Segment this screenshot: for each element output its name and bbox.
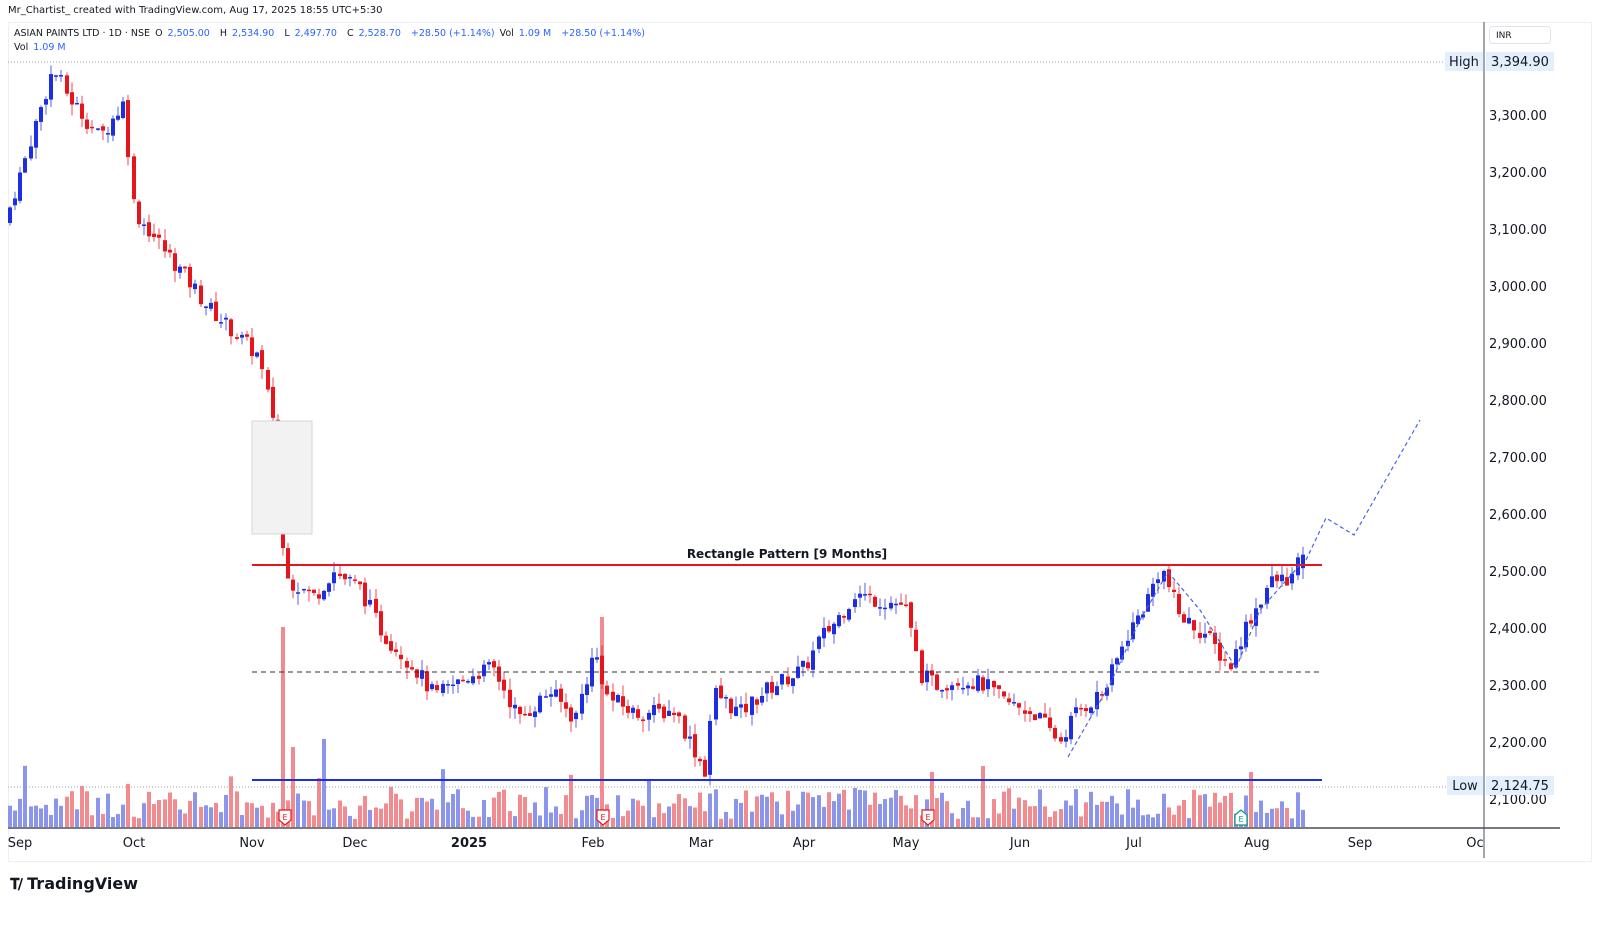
svg-text:2,200.00: 2,200.00 (1489, 736, 1547, 751)
svg-text:3,000.00: 3,000.00 (1489, 280, 1547, 295)
up-swing-projection (1067, 571, 1169, 758)
svg-text:2025: 2025 (451, 836, 487, 851)
high-label-legend: H (219, 28, 228, 39)
svg-text:May: May (893, 836, 920, 851)
vol-value: 1.09 M (518, 28, 552, 39)
svg-text:E: E (925, 813, 930, 822)
svg-text:2,900.00: 2,900.00 (1489, 337, 1547, 352)
svg-text:Apr: Apr (793, 836, 816, 851)
volume-indicator-value: 1.09 M (33, 42, 66, 53)
svg-text:E: E (282, 813, 287, 822)
low-value-badge (1486, 776, 1554, 795)
svg-text:Feb: Feb (581, 836, 604, 851)
change-value: +28.50 (+1.14%) (410, 28, 495, 39)
tradingview-logo-icon: 𝐓∕ (10, 874, 23, 893)
high-value-badge (1486, 52, 1554, 71)
candles (8, 65, 1305, 786)
svg-text:E: E (600, 813, 605, 822)
high-value: 3,394.90 (1491, 55, 1549, 70)
symbol-legend: ASIAN PAINTS LTD · 1D · NSE O 2,505.00 H 2,5… (14, 27, 650, 55)
svg-text:Jun: Jun (1009, 836, 1030, 851)
earnings-marker-nov[interactable]: E (278, 809, 292, 826)
svg-text:Nov: Nov (239, 836, 265, 851)
svg-text:Sep: Sep (8, 836, 33, 851)
vol-label: Vol (499, 28, 514, 39)
tradingview-logo[interactable]: 𝐓∕ TradingView (10, 874, 138, 893)
earnings-marker-may[interactable]: E (921, 809, 935, 826)
price-axis-ticks: 3,300.00 3,200.00 3,100.00 3,000.00 2,900.00… (1489, 109, 1547, 808)
svg-text:2,600.00: 2,600.00 (1489, 508, 1547, 523)
currency-selector[interactable]: INR (1489, 26, 1551, 44)
low-badge (1447, 776, 1483, 795)
high-badge (1445, 52, 1483, 71)
svg-text:Dec: Dec (342, 836, 367, 851)
svg-text:2,800.00: 2,800.00 (1489, 394, 1547, 409)
svg-text:Oc: Oc (1466, 836, 1483, 851)
chart-frame (8, 22, 1592, 862)
volume-indicator-label: Vol (14, 42, 29, 53)
svg-text:Mar: Mar (689, 836, 714, 851)
vol-change: +28.50 (+1.14%) (561, 28, 645, 39)
svg-text:Jul: Jul (1125, 836, 1142, 851)
svg-text:3,100.00: 3,100.00 (1489, 223, 1547, 238)
open-label: O (155, 28, 163, 39)
target-projection-path (1305, 419, 1421, 561)
close-label: C (346, 28, 354, 39)
svg-text:2,400.00: 2,400.00 (1489, 622, 1547, 637)
svg-text:Aug: Aug (1244, 836, 1269, 851)
svg-text:2,500.00: 2,500.00 (1489, 565, 1547, 580)
volume-bars (8, 617, 1305, 827)
gap-box[interactable] (251, 420, 313, 535)
open-value: 2,505.00 (167, 28, 210, 39)
svg-text:2,700.00: 2,700.00 (1489, 451, 1547, 466)
chart-credit: Mr_Chartist_ created with TradingView.co… (8, 5, 383, 16)
brand-name: TradingView (27, 874, 138, 893)
symbol-name: ASIAN PAINTS LTD · 1D · NSE (14, 28, 151, 39)
low-value: 2,124.75 (1491, 779, 1549, 794)
low-label: Low (1452, 779, 1478, 794)
high-value-legend: 2,534.90 (232, 28, 275, 39)
high-label: High (1449, 55, 1479, 70)
svg-text:3,200.00: 3,200.00 (1489, 166, 1547, 181)
rectangle-pattern-label: Rectangle Pattern [9 Months] (687, 547, 887, 561)
earnings-marker-feb[interactable]: E (596, 809, 610, 826)
close-value: 2,528.70 (358, 28, 401, 39)
svg-text:E: E (1238, 815, 1243, 824)
svg-text:Oct: Oct (123, 836, 145, 851)
svg-text:2,100.00: 2,100.00 (1489, 793, 1547, 808)
low-label-legend: L (284, 28, 290, 39)
time-axis-ticks: Sep Oct Nov Dec 2025 Feb Mar Apr May Jun Jul Aug Sep… (8, 836, 1484, 851)
svg-text:3,300.00: 3,300.00 (1489, 109, 1547, 124)
earnings-marker-aug[interactable]: E (1234, 809, 1248, 826)
svg-text:2,300.00: 2,300.00 (1489, 679, 1547, 694)
svg-text:Sep: Sep (1348, 836, 1373, 851)
low-value-legend: 2,497.70 (294, 28, 337, 39)
down-swing-projection (1167, 571, 1237, 669)
